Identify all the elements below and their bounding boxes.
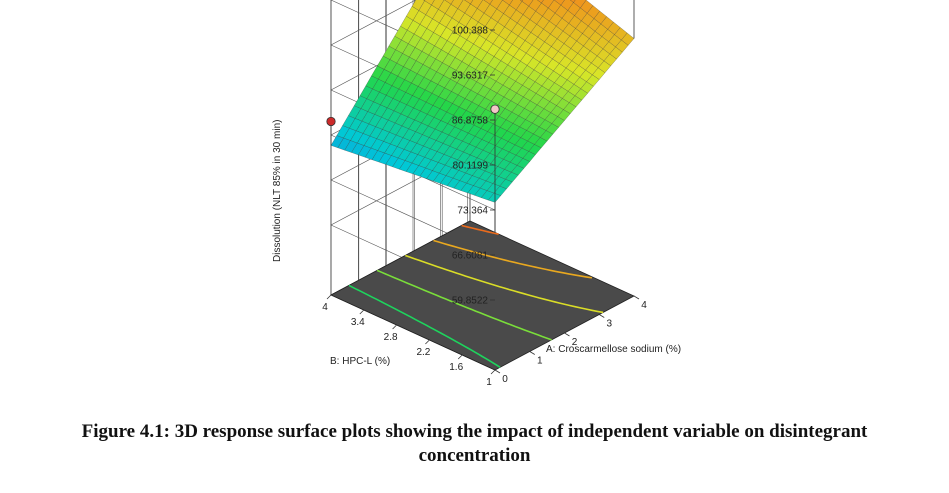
- y-tick-label: 2.2: [416, 347, 430, 358]
- z-tick-label: 86.8758: [452, 116, 489, 127]
- surface-cell: [621, 32, 635, 46]
- z-tick-label: 66.6081: [452, 251, 489, 262]
- design-point: [490, 104, 500, 114]
- x-tick-mark: [494, 369, 501, 374]
- x-tick-label: 4: [641, 300, 647, 311]
- contour-floor: [330, 220, 635, 371]
- z-tick-label: 73.364: [457, 206, 488, 217]
- z-tick-label: 80.1199: [453, 161, 489, 172]
- y-tick-label: 4: [322, 302, 328, 313]
- x-tick-label: 3: [606, 319, 612, 330]
- y-tick-mark: [425, 339, 430, 345]
- surface-cell: [519, 0, 524, 2]
- x-tick-mark: [529, 351, 535, 355]
- y-tick-mark: [359, 309, 365, 315]
- surface-cell: [464, 0, 474, 5]
- surface-cell: [570, 0, 576, 3]
- contour-line: [348, 284, 501, 368]
- surface-cell: [537, 0, 544, 4]
- y-tick-mark: [392, 324, 397, 330]
- surface-cell: [424, 0, 435, 6]
- y-tick-mark: [490, 369, 496, 375]
- y-tick-mark: [457, 354, 463, 360]
- z-tick-label: 93.6317: [452, 71, 489, 82]
- contour-line: [433, 239, 593, 279]
- caption-line-2: concentration: [418, 445, 531, 466]
- contour-line: [405, 254, 604, 314]
- x-axis-label: A: Croscarmellose sodium (%): [546, 344, 681, 355]
- x-tick-label: 1: [537, 356, 543, 367]
- y-tick-label: 3.4: [351, 317, 365, 328]
- x-tick-mark: [633, 295, 640, 300]
- floor-plane: [330, 220, 635, 371]
- surface-cell: [553, 0, 565, 6]
- contour-line: [376, 269, 552, 341]
- response-surface: [330, 0, 635, 203]
- design-points: [326, 0, 635, 203]
- y-axis-label: B: HPC-L (%): [330, 356, 390, 367]
- figure-caption: Figure 4.1: 3D response surface plots sh…: [0, 420, 949, 468]
- z-axis-label: Dissolution (NLT 85% in 30 min): [272, 120, 283, 262]
- x-tick-mark: [599, 314, 605, 318]
- y-tick-label: 1.6: [449, 362, 463, 373]
- z-tick-label: 100.388: [452, 26, 489, 37]
- y-tick-label: 2.8: [384, 332, 398, 343]
- contour-line: [461, 224, 499, 235]
- x-tick-label: 0: [502, 374, 508, 385]
- surface-cell: [444, 0, 454, 5]
- z-tick-label: 59.8522: [452, 296, 489, 307]
- design-point: [326, 116, 336, 127]
- x-tick-mark: [564, 332, 570, 337]
- y-tick-mark: [326, 294, 332, 300]
- y-tick-label: 1: [486, 377, 492, 388]
- x-tick-label: 2: [572, 337, 578, 348]
- axis-ticks: 100.388 93.6317 86.8758 80.1199 73.364 66.608…: [322, 26, 647, 389]
- response-surface-plot: 100.388 93.6317 86.8758 80.1199 73.364 66.608…: [272, 0, 681, 389]
- caption-line-1: Figure 4.1: 3D response surface plots sh…: [81, 421, 868, 442]
